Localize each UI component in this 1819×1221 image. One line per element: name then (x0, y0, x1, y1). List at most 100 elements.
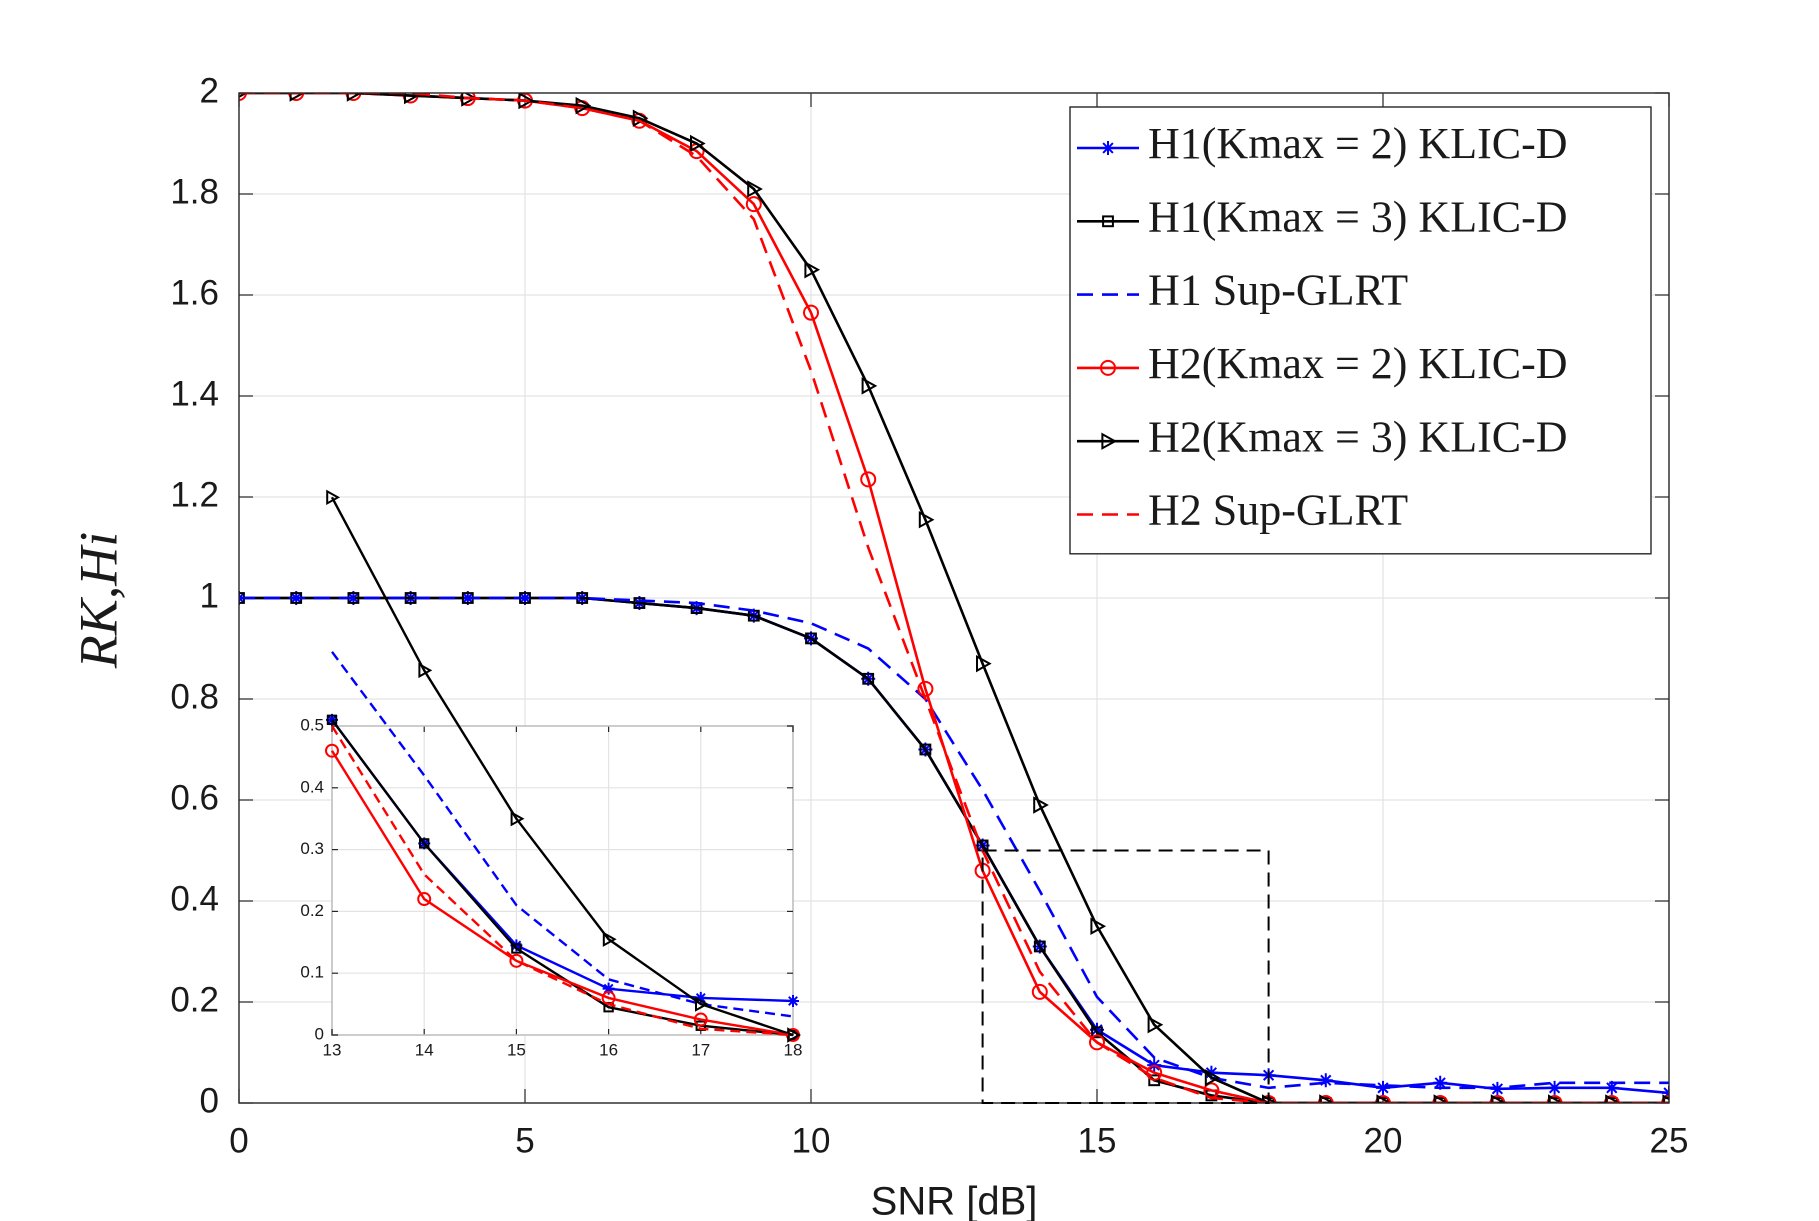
marker (326, 489, 341, 506)
marker (602, 931, 617, 947)
marker (1432, 1095, 1449, 1103)
marker (695, 996, 709, 1012)
y-tick-label: 0.1 (300, 963, 324, 982)
axes-box (238, 92, 1670, 1104)
x-tick-label: 17 (691, 1040, 710, 1059)
marker (418, 662, 433, 679)
y-tick-label: 0.4 (170, 879, 219, 918)
marker (805, 632, 817, 645)
y-tick-label: 1.2 (170, 475, 219, 514)
x-tick-label: 10 (792, 1121, 831, 1160)
marker (404, 93, 420, 105)
marker (1489, 1095, 1506, 1103)
marker (1376, 1094, 1393, 1103)
marker (1148, 1074, 1161, 1087)
marker (1147, 1016, 1164, 1034)
marker (803, 304, 819, 321)
marker (1605, 1094, 1621, 1103)
marker (1033, 796, 1049, 814)
marker (575, 96, 592, 115)
marker (1318, 1073, 1333, 1088)
x-tick-label: 15 (1078, 1121, 1117, 1160)
legend-label: H2(Kmax = 3) KLIC-D (1148, 412, 1568, 461)
x-tick-label: 13 (323, 1040, 342, 1059)
y-tick-label: 1.8 (170, 172, 219, 211)
marker (1101, 141, 1115, 155)
series-line (239, 596, 1669, 1090)
marker (419, 838, 430, 849)
marker (745, 196, 762, 213)
marker (510, 939, 523, 952)
marker (919, 743, 932, 756)
legend-label: H2(Kmax = 2) KLIC-D (1148, 339, 1568, 388)
marker (417, 892, 432, 907)
legend-label: H1 Sup-GLRT (1148, 266, 1408, 315)
marker (633, 597, 646, 609)
marker (1033, 940, 1046, 953)
marker (511, 943, 522, 954)
x-tick-label: 16 (599, 1040, 618, 1059)
marker (326, 714, 338, 726)
legend-box (1069, 106, 1652, 555)
x-tick-label: 15 (507, 1040, 526, 1059)
marker (288, 93, 305, 101)
marker (804, 261, 821, 279)
y-tick-label: 0.4 (300, 777, 324, 796)
x-tick-label: 25 (1650, 1121, 1689, 1160)
y-tick-label: 0.8 (170, 677, 219, 716)
x-tick-label: 20 (1364, 1121, 1403, 1160)
marker (861, 377, 878, 395)
marker (345, 93, 362, 101)
marker (1317, 1095, 1334, 1103)
x-axis-label: SNR [dB] (871, 1180, 1038, 1221)
marker (1101, 432, 1118, 450)
y-tick-label: 0 (200, 1081, 219, 1120)
marker (690, 134, 706, 153)
legend-label: H2 Sup-GLRT (1148, 486, 1408, 535)
marker (325, 743, 339, 758)
series-line (330, 496, 794, 1037)
marker (693, 1012, 708, 1027)
marker (1490, 1094, 1507, 1103)
x-tick-label: 14 (415, 1040, 434, 1059)
y-tick-label: 2 (200, 71, 219, 110)
marker (860, 471, 877, 488)
marker (1376, 1080, 1390, 1095)
marker (862, 672, 875, 685)
marker (602, 982, 615, 995)
x-tick-label: 18 (784, 1040, 803, 1059)
marker (1433, 1094, 1450, 1103)
marker (694, 991, 707, 1004)
y-axis-label: RK,Hi (68, 532, 128, 670)
x-tick-label: 0 (229, 1121, 248, 1160)
legend-label: H1(Kmax = 2) KLIC-D (1148, 119, 1568, 168)
x-tick-label: 5 (515, 1121, 534, 1160)
series-group (239, 93, 1669, 1103)
marker (787, 995, 799, 1008)
y-tick-label: 0 (315, 1024, 324, 1043)
series-line (330, 750, 794, 1037)
marker (289, 93, 306, 102)
marker (1091, 1026, 1103, 1039)
marker (1375, 1095, 1391, 1103)
marker (1204, 1065, 1219, 1080)
marker (1031, 983, 1048, 1000)
y-tick-label: 0.5 (300, 715, 324, 734)
marker (461, 93, 477, 107)
zoom-box (981, 849, 1270, 1104)
marker (1548, 1094, 1564, 1103)
marker (918, 511, 935, 529)
marker (1100, 359, 1116, 376)
marker (1547, 1080, 1562, 1095)
y-tick-label: 1 (200, 576, 219, 615)
marker (1546, 1095, 1563, 1103)
series-line (331, 651, 794, 1018)
series-line (331, 719, 794, 1037)
marker (1604, 1080, 1619, 1095)
marker (509, 953, 524, 968)
marker (1204, 1069, 1221, 1087)
marker (346, 93, 363, 102)
series-line (330, 725, 794, 1037)
marker (1433, 1075, 1448, 1090)
